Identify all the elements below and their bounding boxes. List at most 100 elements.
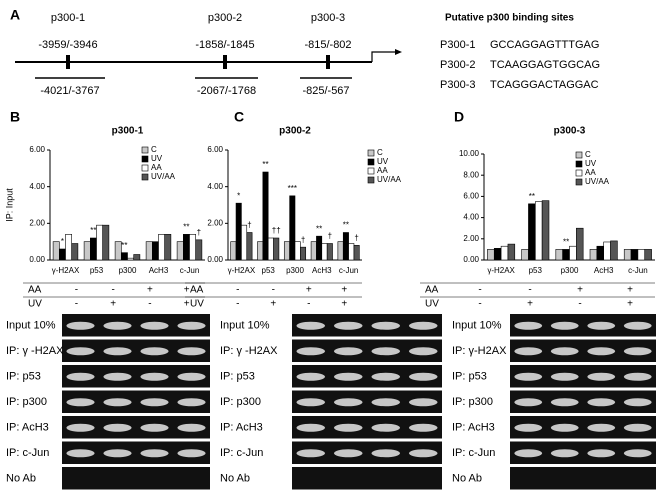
- legend-swatch: [575, 169, 583, 177]
- gel-strip: [510, 390, 656, 413]
- bar: [353, 245, 360, 261]
- bar: [90, 237, 97, 261]
- gel-label: IP: AcH3: [6, 422, 49, 434]
- gel-band: [409, 372, 438, 381]
- gel-band: [409, 423, 438, 432]
- significance-mark: ††: [272, 226, 281, 235]
- legend-label: UV/AA: [151, 172, 176, 181]
- gel-strip: [292, 339, 442, 362]
- panel-letter: B: [10, 109, 20, 125]
- gel-band: [371, 372, 400, 381]
- gel-label: No Ab: [6, 473, 36, 485]
- significance-mark: †: [354, 233, 358, 242]
- site-box: [66, 55, 70, 69]
- gel-band: [103, 449, 132, 458]
- condition-sign: -: [528, 285, 531, 296]
- tss-arrow: [371, 51, 395, 62]
- gel-strip: [292, 314, 442, 337]
- gel-strip: [62, 390, 210, 413]
- bar: [562, 249, 570, 261]
- bar: [603, 241, 611, 261]
- bar: [235, 202, 242, 261]
- gel-label: IP: p300: [220, 396, 261, 408]
- gel-band: [550, 347, 579, 356]
- significance-mark: **: [262, 160, 268, 169]
- gel-strip: [292, 390, 442, 413]
- legend-swatch: [367, 158, 375, 166]
- gel-band: [587, 321, 616, 330]
- significance-mark: **: [316, 224, 322, 233]
- gel-strip: [62, 416, 210, 439]
- gel-band: [623, 449, 652, 458]
- gel-strip: [62, 441, 210, 464]
- gel-band: [550, 321, 579, 330]
- bar: [337, 241, 344, 261]
- condition-sign: -: [75, 299, 78, 310]
- legend-swatch: [141, 155, 149, 163]
- site-position: -1858/-1845: [195, 39, 254, 51]
- bar: [610, 240, 618, 261]
- gel-band: [140, 449, 169, 458]
- condition-sign: -: [148, 299, 151, 310]
- significance-mark: **: [343, 221, 349, 230]
- chart-title: p300-1: [112, 126, 144, 137]
- gel-label: IP: γ -H2AX: [6, 345, 64, 357]
- x-tick-label: γ-H2AX: [228, 266, 256, 275]
- gel-band: [140, 321, 169, 330]
- bar: [273, 237, 280, 261]
- legend-label: UV: [151, 154, 163, 163]
- condition-sign: +: [147, 285, 153, 296]
- gel-band: [587, 449, 616, 458]
- legend-label: UV/AA: [585, 177, 610, 186]
- legend-swatch: [141, 164, 149, 172]
- site-name: p300-1: [51, 12, 85, 24]
- y-tick-label: 6.00: [207, 145, 223, 154]
- gel-label: IP: c-Jun: [6, 447, 49, 459]
- table-name: P300-1: [440, 39, 475, 51]
- significance-mark: **: [90, 226, 96, 235]
- bar: [576, 227, 584, 261]
- x-tick-label: p53: [529, 266, 543, 275]
- y-tick-label: 4.00: [463, 213, 479, 222]
- x-tick-label: p53: [262, 266, 276, 275]
- y-tick-label: 0.00: [463, 255, 479, 264]
- gel-strip: [510, 365, 656, 388]
- gel-band: [550, 398, 579, 407]
- significance-mark: †: [197, 228, 201, 237]
- legend-label: UV: [585, 159, 597, 168]
- legend-label: C: [151, 145, 157, 154]
- gel-band: [514, 347, 543, 356]
- legend-label: AA: [151, 163, 162, 172]
- bar: [83, 241, 91, 261]
- x-tick-label: AcH3: [149, 266, 169, 275]
- bar: [241, 224, 248, 261]
- bar: [133, 254, 141, 261]
- gel-band: [103, 372, 132, 381]
- gel-band: [140, 423, 169, 432]
- gel-band: [177, 449, 206, 458]
- bar: [541, 200, 550, 261]
- x-tick-label: c-Jun: [339, 266, 359, 275]
- y-tick-label: 2.00: [207, 218, 223, 227]
- gel-band: [550, 449, 579, 458]
- bar: [189, 234, 196, 261]
- legend-swatch: [141, 173, 149, 181]
- legend-swatch: [367, 167, 375, 175]
- gel-band: [296, 372, 325, 381]
- x-tick-label: p300: [561, 266, 579, 275]
- gel-band: [409, 321, 438, 330]
- chart-title: p300-2: [279, 126, 311, 137]
- gel-band: [623, 423, 652, 432]
- significance-mark: **: [529, 192, 535, 201]
- bar: [321, 243, 328, 261]
- bar: [555, 249, 563, 261]
- significance-mark: **: [183, 222, 189, 231]
- bar: [114, 241, 122, 261]
- significance-mark: †: [247, 221, 251, 230]
- panel-letter: D: [454, 109, 464, 125]
- gel-band: [334, 321, 363, 330]
- y-tick-label: 6.00: [29, 145, 45, 154]
- gel-band: [371, 398, 400, 407]
- site-position: -3959/-3946: [38, 39, 97, 51]
- gel-label: Input 10%: [452, 320, 502, 332]
